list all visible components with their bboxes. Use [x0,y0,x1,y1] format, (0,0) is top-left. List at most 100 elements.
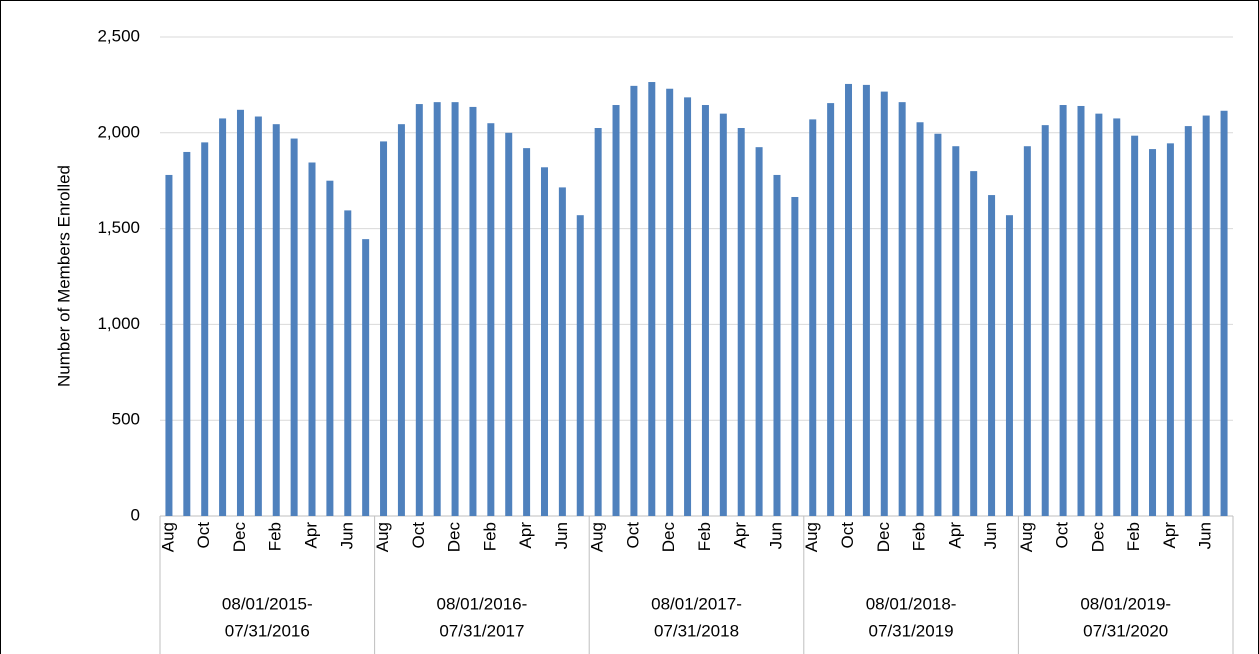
x-tick-label: Aug [158,522,177,552]
x-tick-label: Dec [445,522,464,553]
bar [576,215,584,517]
x-tick-label: Jun [552,522,571,549]
bar [415,104,423,516]
group-label: 07/31/2019 [869,621,954,640]
x-tick-label: Oct [623,522,642,549]
bar [290,138,298,516]
bar [666,88,674,517]
group-label: 08/01/2017- [651,594,742,613]
bar [755,147,763,517]
bar [272,124,280,516]
x-tick-label: Oct [409,522,428,549]
bar [862,84,870,517]
bar [880,91,888,516]
group-label: 08/01/2015- [222,594,313,613]
x-tick-label: Jun [981,522,1000,549]
bar [362,239,370,516]
bar [1202,115,1210,516]
x-tick-label: Dec [874,522,893,553]
x-tick-label: Oct [194,522,213,549]
x-tick-label: Apr [1160,522,1179,549]
bar [219,118,227,517]
bar [236,109,244,517]
bar [540,167,548,516]
bar [1220,110,1228,517]
bar [505,132,513,517]
bar [1005,215,1013,517]
bar [380,141,388,516]
group-label: 08/01/2018- [866,594,957,613]
x-tick-label: Apr [516,522,535,549]
bar [523,148,531,517]
bar [594,128,602,516]
group-label: 07/31/2016 [225,621,310,640]
y-tick-label: 1,000 [97,314,140,333]
y-tick-label: 1,500 [97,218,140,237]
x-tick-label: Aug [802,522,821,552]
bar [469,106,477,517]
x-tick-label: Feb [1124,522,1143,551]
bar [630,85,638,516]
y-tick-label: 0 [131,505,140,524]
y-tick-label: 2,500 [97,26,140,45]
y-axis-label: Number of Members Enrolled [54,165,73,387]
bar [845,83,853,516]
bar [451,102,459,517]
x-tick-label: Feb [480,522,499,551]
bar [308,162,316,517]
bar [433,102,441,517]
group-label: 08/01/2016- [437,594,528,613]
bar [719,113,727,516]
y-tick-label: 500 [112,410,140,429]
x-tick-label: Feb [266,522,285,551]
x-tick-label: Aug [373,522,392,552]
bar [1184,126,1192,517]
bar [201,142,209,516]
x-tick-label: Aug [1017,522,1036,552]
y-tick-label: 2,000 [97,122,140,141]
bar [827,103,835,517]
bar [1131,135,1139,516]
group-label: 07/31/2017 [439,621,524,640]
group-label: 07/31/2018 [654,621,739,640]
bar [1149,149,1157,516]
x-tick-label: Apr [731,522,750,549]
x-tick-label: Oct [838,522,857,549]
bar [1041,125,1049,517]
bar [952,146,960,516]
x-tick-label: Aug [588,522,607,552]
bar [326,180,334,516]
bar [344,210,352,516]
x-tick-label: Jun [766,522,785,549]
bar [934,133,942,516]
bar [916,122,924,517]
bar [648,82,656,516]
x-tick-label: Jun [1196,522,1215,549]
bar [254,116,262,516]
bar [988,195,996,516]
bar [791,196,799,516]
bar [898,102,906,517]
x-tick-label: Jun [337,522,356,549]
bar [1095,113,1103,516]
group-label: 07/31/2020 [1083,621,1168,640]
bar [773,174,781,516]
x-tick-label: Feb [910,522,929,551]
bar [183,151,191,516]
bar [1166,143,1174,516]
bar [1023,146,1031,516]
bar [487,123,495,516]
bar [558,187,566,516]
bar [1059,105,1067,516]
bar [701,105,709,516]
x-tick-label: Dec [659,522,678,553]
bar [612,105,620,516]
bar [684,97,692,516]
x-tick-label: Feb [695,522,714,551]
x-tick-label: Dec [230,522,249,553]
bar [397,124,405,516]
x-tick-label: Dec [1088,522,1107,553]
x-tick-label: Apr [945,522,964,549]
bar [737,128,745,516]
